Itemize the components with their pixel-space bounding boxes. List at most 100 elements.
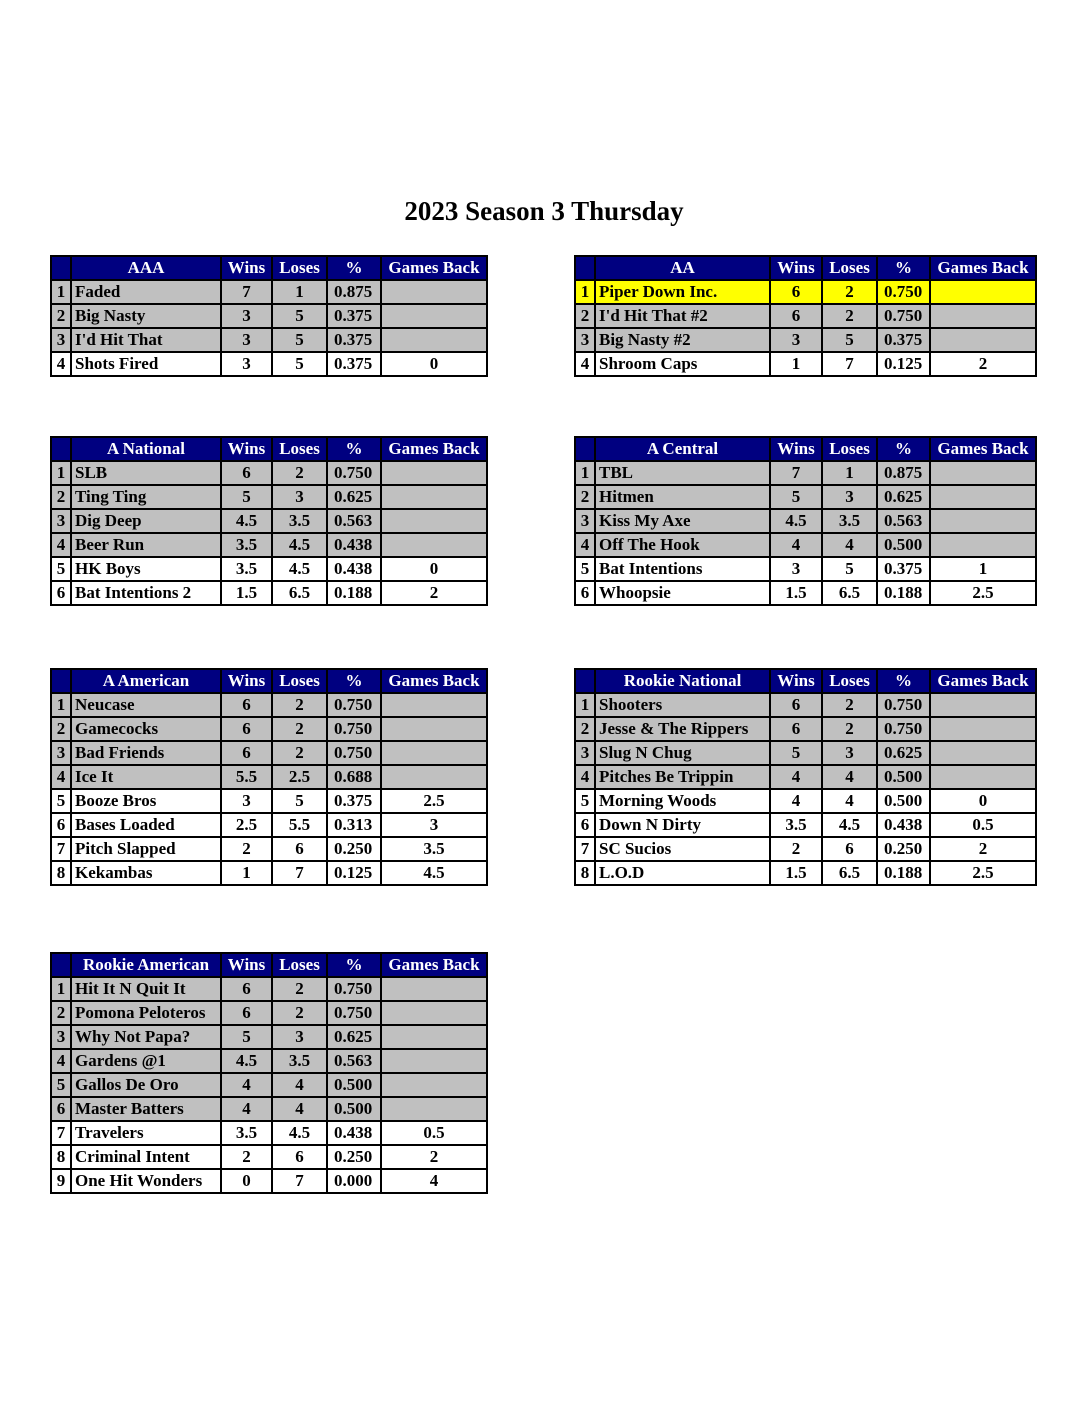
loses-cell: 6.5 [821,580,878,606]
loses-cell: 2 [821,303,878,329]
games-back-cell: 0.5 [929,812,1037,838]
loses-cell: 5 [821,556,878,582]
pct-cell: 0.125 [326,860,382,886]
rank-cell: 5 [50,788,72,814]
table-row: 2 Hitmen 5 3 0.625 [574,484,1037,510]
header-row: Rookie American Wins Loses% Games Back [50,952,488,978]
standings-table-a-central: A Central Wins Loses% Games Back 1 TBL 7 1 0.875… [574,436,1037,606]
page-title: 2023 Season 3 Thursday [404,196,684,226]
rank-cell: 4 [574,532,596,558]
pct-cell: 0.750 [326,976,382,1002]
loses-cell: 2.5 [271,764,328,790]
rank-cell: 7 [574,836,596,862]
pct-cell: 0.625 [326,484,382,510]
wins-cell: 6 [769,716,823,742]
header-games-back: Games Back [929,255,1037,281]
table-row: 2 Gamecocks 6 2 0.750 [50,716,488,742]
table-row: 2 Ting Ting 5 3 0.625 [50,484,488,510]
rank-cell: 3 [574,740,596,766]
games-back-cell [380,279,488,305]
pct-cell: 0.375 [326,327,382,353]
table-row: 2 Jesse & The Rippers 6 2 0.750 [574,716,1037,742]
rank-cell: 2 [50,303,72,329]
division-name: A National [70,436,222,462]
team-name-cell: Bat Intentions 2 [70,580,222,606]
wins-cell: 1.5 [769,860,823,886]
team-name-cell: Pitches Be Trippin [594,764,771,790]
loses-cell: 3 [271,1024,328,1050]
team-name-cell: Shroom Caps [594,351,771,377]
header-games-back: Games Back [380,952,488,978]
loses-cell: 2 [271,740,328,766]
team-name-cell: Travelers [70,1120,222,1146]
pct-cell: 0.375 [326,303,382,329]
rank-cell: 1 [574,460,596,486]
team-name-cell: Bat Intentions [594,556,771,582]
team-name-cell: I'd Hit That [70,327,222,353]
wins-cell: 3.5 [220,556,273,582]
header-pct: % [876,436,931,462]
team-name-cell: Down N Dirty [594,812,771,838]
pct-cell: 0.625 [326,1024,382,1050]
rank-cell: 5 [574,556,596,582]
wins-cell: 6 [769,279,823,305]
header-games-back: Games Back [380,255,488,281]
table-row: 4 Ice It 5.5 2.5 0.688 [50,764,488,790]
games-back-cell [380,508,488,534]
pct-cell: 0.250 [326,836,382,862]
team-name-cell: SC Sucios [594,836,771,862]
header-rank [50,255,72,281]
header-loses: Loses [271,668,328,694]
rank-cell: 6 [574,580,596,606]
wins-cell: 6 [220,976,273,1002]
pct-cell: 0.750 [326,460,382,486]
wins-cell: 3.5 [220,532,273,558]
table-row: 1 Faded 7 1 0.875 [50,279,488,305]
wins-cell: 1 [769,351,823,377]
games-back-cell: 2 [929,351,1037,377]
wins-cell: 3 [220,327,273,353]
wins-cell: 1.5 [769,580,823,606]
loses-cell: 6 [271,836,328,862]
table-row: 2 Big Nasty 3 5 0.375 [50,303,488,329]
table-row: 4 Off The Hook 4 4 0.500 [574,532,1037,558]
rank-cell: 3 [50,327,72,353]
standings-table-rookie-national: Rookie National Wins Loses% Games Back 1 Shoo… [574,668,1037,886]
games-back-cell [380,1096,488,1122]
loses-cell: 4 [821,532,878,558]
pct-cell: 0.500 [326,1096,382,1122]
games-back-cell [380,1024,488,1050]
games-back-cell [929,716,1037,742]
team-name-cell: Gallos De Oro [70,1072,222,1098]
team-name-cell: Morning Woods [594,788,771,814]
rank-cell: 2 [574,484,596,510]
table-row: 5 Morning Woods 4 4 0.500 0 [574,788,1037,814]
pct-cell: 0.625 [876,740,931,766]
games-back-cell [929,764,1037,790]
division-name: A American [70,668,222,694]
rank-cell: 3 [574,327,596,353]
rank-cell: 2 [50,484,72,510]
team-name-cell: Slug N Chug [594,740,771,766]
table-row: 7 Pitch Slapped 2 6 0.250 3.5 [50,836,488,862]
loses-cell: 2 [821,279,878,305]
loses-cell: 4.5 [821,812,878,838]
pct-cell: 0.438 [876,812,931,838]
rank-cell: 1 [574,279,596,305]
header-wins: Wins [220,952,273,978]
table-row: 1 Shooters 6 2 0.750 [574,692,1037,718]
loses-cell: 3.5 [271,508,328,534]
wins-cell: 1.5 [220,580,273,606]
team-name-cell: Hitmen [594,484,771,510]
rank-cell: 6 [50,580,72,606]
loses-cell: 2 [271,1000,328,1026]
wins-cell: 2.5 [220,812,273,838]
rank-cell: 7 [50,1120,72,1146]
table-row: 3 Why Not Papa? 5 3 0.625 [50,1024,488,1050]
loses-cell: 4.5 [271,1120,328,1146]
loses-cell: 4 [271,1096,328,1122]
table-row: 5 Gallos De Oro 4 4 0.500 [50,1072,488,1098]
games-back-cell [929,484,1037,510]
wins-cell: 5 [220,1024,273,1050]
games-back-cell: 2 [380,580,488,606]
